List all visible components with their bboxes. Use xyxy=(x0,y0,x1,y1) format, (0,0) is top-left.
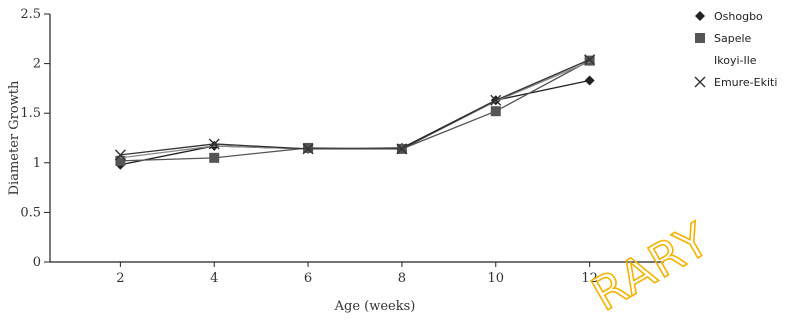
x-marker-stroke xyxy=(208,138,220,150)
x-tick-label: 12 xyxy=(581,271,598,286)
axes: 0 0.5 1 1.5 2 2.5 2 4 6 8 10 12 Age (weeks) Diameter … xyxy=(7,7,664,314)
x-marker xyxy=(396,143,408,155)
x-marker xyxy=(208,138,220,150)
square-marker xyxy=(209,152,220,163)
series-emure-ekiti xyxy=(114,54,596,161)
x-tick-label: 2 xyxy=(116,271,124,286)
series-ikoyi-ile xyxy=(120,61,590,159)
x-marker-stroke xyxy=(694,76,706,88)
square-marker xyxy=(303,142,314,153)
legend-item: Ikoyi-Ile xyxy=(714,54,757,67)
legend-item: Oshogbo xyxy=(695,10,763,23)
legend-label: Oshogbo xyxy=(714,10,763,23)
legend-item: Sapele xyxy=(695,32,752,45)
x-tick-label: 6 xyxy=(304,271,312,286)
x-marker xyxy=(114,149,126,161)
series-line xyxy=(120,79,590,166)
series-line xyxy=(120,61,590,159)
x-tick-label: 4 xyxy=(210,271,218,286)
legend-label: Emure-Ekiti xyxy=(714,76,777,89)
y-tick-label: 0 xyxy=(33,255,41,270)
x-marker-stroke xyxy=(396,143,408,155)
watermark: RARY xyxy=(583,211,720,321)
square-marker xyxy=(695,33,705,43)
y-tick-label: 0.5 xyxy=(20,205,41,220)
legend-label: Ikoyi-Ile xyxy=(714,54,757,67)
x-marker-stroke xyxy=(302,143,314,155)
x-marker xyxy=(490,94,502,106)
diamond-marker xyxy=(695,11,705,21)
x-marker xyxy=(694,76,706,88)
x-tick-label: 10 xyxy=(487,271,504,286)
y-tick-label: 1 xyxy=(33,156,41,171)
x-axis-title: Age (weeks) xyxy=(334,299,416,314)
x-marker-stroke xyxy=(114,149,126,161)
y-tick-label: 2 xyxy=(33,57,41,72)
legend: Oshogbo Sapele Ikoyi-Ile Emure-Ekiti xyxy=(694,10,777,89)
x-tick-label: 8 xyxy=(398,271,406,286)
x-marker xyxy=(302,143,314,155)
y-tick-label: 2.5 xyxy=(20,7,41,22)
x-marker xyxy=(584,54,596,66)
square-marker xyxy=(490,106,501,117)
series-line xyxy=(120,59,590,156)
diamond-marker xyxy=(584,75,595,86)
legend-label: Sapele xyxy=(714,32,752,45)
x-marker-stroke xyxy=(584,54,596,66)
series-line xyxy=(120,60,590,162)
y-axis-title: Diameter Growth xyxy=(7,80,22,195)
series-layer xyxy=(114,54,596,170)
x-marker-stroke xyxy=(490,94,502,106)
legend-item: Emure-Ekiti xyxy=(694,76,777,89)
square-marker xyxy=(115,155,126,166)
square-marker xyxy=(584,55,595,66)
y-tick-label: 1.5 xyxy=(20,106,41,121)
